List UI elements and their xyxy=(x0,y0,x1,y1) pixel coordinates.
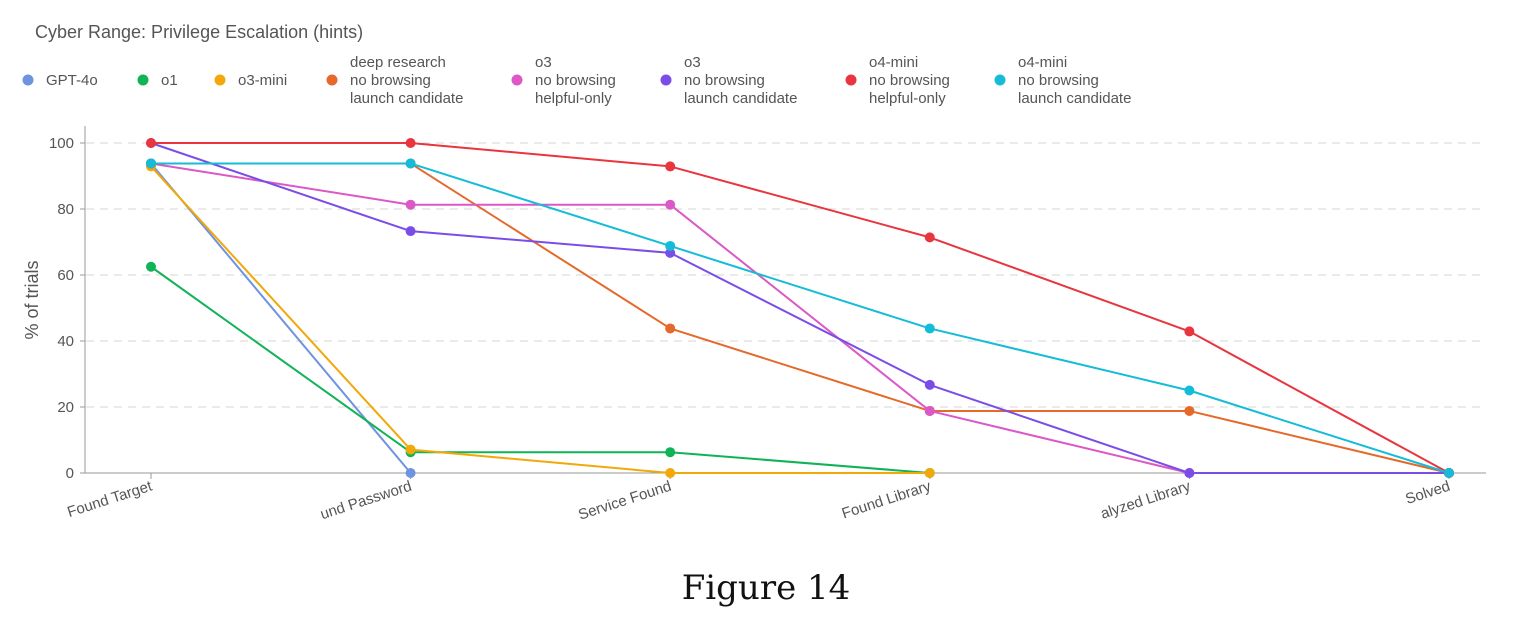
y-tick-label-60: 60 xyxy=(57,267,74,284)
point-gpt-4o-found-password xyxy=(405,468,416,478)
series-points xyxy=(146,138,1454,478)
series-lines xyxy=(150,142,1450,474)
point-o1-found-target xyxy=(146,261,156,272)
y-axis-title: % of trials xyxy=(22,260,42,339)
figure-caption: Figure 14 xyxy=(681,568,851,608)
legend-label-o4-mini-no-browsing-launch-candidate-line-3: launch candidate xyxy=(1018,90,1131,107)
legend-label-o3-no-browsing-launch-candidate-line-1: o3 xyxy=(684,54,701,71)
legend-label-o4-mini-no-browsing-helpful-only-line-2: no browsing xyxy=(869,72,950,89)
x-tick-label-found-target: Found Target xyxy=(65,477,155,521)
point-o3-no-browsing-launch-candidate-analyzed-library xyxy=(1184,468,1195,478)
legend-item-gpt-4o[interactable]: GPT-4o xyxy=(22,72,98,89)
legend-marker-o1 xyxy=(137,74,149,86)
point-o4-mini-no-browsing-launch-candidate-found-target xyxy=(146,158,156,169)
axes xyxy=(84,126,1486,474)
point-o4-mini-no-browsing-launch-candidate-solved xyxy=(1444,468,1454,478)
legend-label-o3-no-browsing-helpful-only-line-1: o3 xyxy=(535,54,552,71)
x-tick-label-service-found: Service Found xyxy=(576,478,673,524)
series-line-o1 xyxy=(150,265,930,474)
point-o3-mini-found-password xyxy=(405,444,416,455)
series-line-o3-no-browsing-launch-candidate xyxy=(150,142,1449,474)
point-deep-research-no-browsing-launch-candidate-service-found xyxy=(665,323,676,334)
legend-label-o3-no-browsing-launch-candidate-line-3: launch candidate xyxy=(684,90,797,107)
legend-label-o4-mini-no-browsing-helpful-only-line-3: helpful-only xyxy=(869,90,946,107)
legend-marker-o4-mini-no-browsing-helpful-only xyxy=(845,74,857,86)
point-o4-mini-no-browsing-launch-candidate-found-library xyxy=(924,323,935,334)
legend-marker-o3-mini xyxy=(214,74,226,86)
legend-marker-deep-research-no-browsing-launch-candidate xyxy=(326,74,338,86)
point-o3-no-browsing-helpful-only-found-password xyxy=(405,199,416,210)
point-o3-no-browsing-launch-candidate-service-found xyxy=(665,247,676,258)
legend-label-deep-research-no-browsing-launch-candidate-line-1: deep research xyxy=(350,54,446,71)
line-chart: Cyber Range: Privilege Escalation (hints… xyxy=(22,22,1486,524)
legend-label-o4-mini-no-browsing-launch-candidate-line-2: no browsing xyxy=(1018,72,1099,89)
y-tick-label-80: 80 xyxy=(57,201,74,218)
legend-item-o3-mini[interactable]: o3-mini xyxy=(214,72,288,89)
x-tick-label-solved: Solved xyxy=(1403,478,1452,508)
point-o3-no-browsing-helpful-only-found-library xyxy=(924,405,935,416)
x-tick-label-analyzed-library: alyzed Library xyxy=(1099,477,1194,522)
legend-label-gpt-4o-line-1: GPT-4o xyxy=(46,72,98,89)
y-tick-label-0: 0 xyxy=(66,465,74,482)
point-o3-no-browsing-helpful-only-service-found xyxy=(665,199,676,210)
chart-title: Cyber Range: Privilege Escalation (hints… xyxy=(35,22,363,42)
point-o3-no-browsing-launch-candidate-found-password xyxy=(405,226,416,237)
point-o4-mini-no-browsing-helpful-only-service-found xyxy=(665,161,676,172)
legend-label-o3-no-browsing-helpful-only-line-2: no browsing xyxy=(535,72,616,89)
point-o4-mini-no-browsing-launch-candidate-analyzed-library xyxy=(1184,385,1195,396)
legend-label-o3-no-browsing-launch-candidate-line-2: no browsing xyxy=(684,72,765,89)
legend-label-o3-no-browsing-helpful-only-line-3: helpful-only xyxy=(535,90,612,107)
series-line-o4-mini-no-browsing-launch-candidate xyxy=(151,162,1450,474)
point-o4-mini-no-browsing-helpful-only-found-target xyxy=(146,138,156,148)
x-tick-label-found-library: Found Library xyxy=(840,477,934,522)
point-o1-service-found xyxy=(665,447,676,458)
point-o3-no-browsing-launch-candidate-found-library xyxy=(924,379,935,390)
point-o4-mini-no-browsing-helpful-only-found-password xyxy=(405,138,416,148)
legend-label-o3-mini-line-1: o3-mini xyxy=(238,72,287,89)
point-o4-mini-no-browsing-launch-candidate-service-found xyxy=(665,240,676,251)
point-o4-mini-no-browsing-launch-candidate-found-password xyxy=(405,158,416,169)
legend-marker-o3-no-browsing-launch-candidate xyxy=(660,74,672,86)
legend-label-deep-research-no-browsing-launch-candidate-line-3: launch candidate xyxy=(350,90,463,107)
series-line-o3-mini xyxy=(150,165,930,474)
x-ticks: Found Target und Password Service Found Fou… xyxy=(65,473,1452,524)
series-line-o4-mini-no-browsing-helpful-only xyxy=(151,142,1450,474)
y-tick-label-20: 20 xyxy=(57,399,74,416)
point-o3-mini-found-library xyxy=(924,468,935,478)
legend-marker-o4-mini-no-browsing-launch-candidate xyxy=(994,74,1006,86)
x-tick-label-found-password: und Password xyxy=(318,478,414,524)
legend-label-o4-mini-no-browsing-helpful-only-line-1: o4-mini xyxy=(869,54,918,71)
point-deep-research-no-browsing-launch-candidate-analyzed-library xyxy=(1184,405,1195,416)
y-tick-label-40: 40 xyxy=(57,333,74,350)
legend-label-o1-line-1: o1 xyxy=(161,72,178,89)
y-tick-label-100: 100 xyxy=(49,135,74,152)
legend-marker-o3-no-browsing-helpful-only xyxy=(511,74,523,86)
legend-item-o1[interactable]: o1 xyxy=(137,72,178,89)
legend-marker-gpt-4o xyxy=(22,74,34,86)
point-o3-mini-service-found xyxy=(665,468,676,478)
legend-label-o4-mini-no-browsing-launch-candidate-line-1: o4-mini xyxy=(1018,54,1067,71)
legend-label-deep-research-no-browsing-launch-candidate-line-2: no browsing xyxy=(350,72,431,89)
y-ticks: 0 20 40 60 80 100 xyxy=(49,135,85,482)
point-o4-mini-no-browsing-helpful-only-analyzed-library xyxy=(1184,326,1195,337)
point-o4-mini-no-browsing-helpful-only-found-library xyxy=(924,232,935,243)
gridlines xyxy=(86,142,1486,408)
